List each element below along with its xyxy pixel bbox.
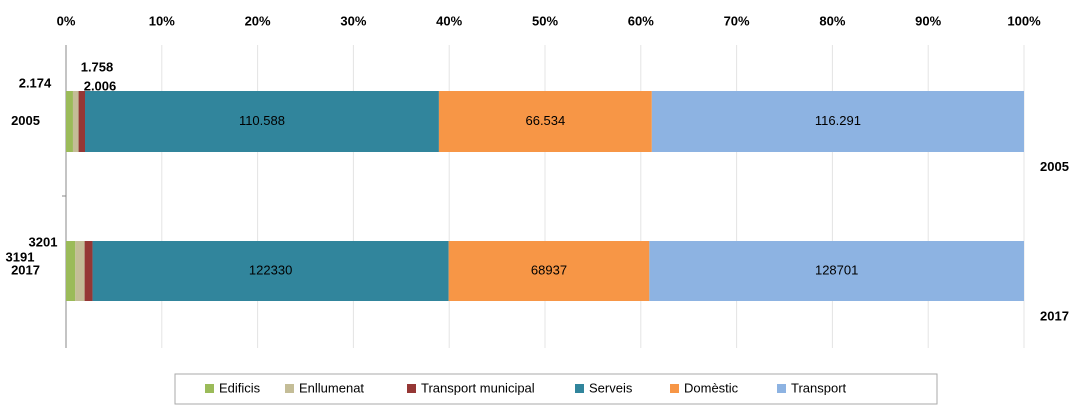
legend-label: Transport municipal xyxy=(421,380,535,395)
category-label: 2005 xyxy=(11,113,40,128)
x-tick-label: 20% xyxy=(245,13,271,28)
bar-segment xyxy=(85,91,439,152)
legend-swatch xyxy=(670,384,679,393)
legend-swatch xyxy=(407,384,416,393)
x-tick-label: 10% xyxy=(149,13,175,28)
legend-swatch xyxy=(285,384,294,393)
bar-segment xyxy=(649,241,1024,301)
legend-swatch xyxy=(777,384,786,393)
data-label: 2.174 xyxy=(19,75,52,90)
x-tick-label: 60% xyxy=(628,13,654,28)
category-label: 2005 xyxy=(1040,159,1069,174)
bar-segment xyxy=(448,241,650,301)
legend-swatch xyxy=(575,384,584,393)
data-label: 122330 xyxy=(249,262,292,277)
data-label: 66.534 xyxy=(525,113,565,128)
legend-label: Serveis xyxy=(589,380,633,395)
x-tick-label: 80% xyxy=(819,13,845,28)
x-tick-label: 0% xyxy=(57,13,76,28)
category-label: 2017 xyxy=(1040,308,1069,323)
bar-segment xyxy=(84,241,93,301)
bar-segment xyxy=(92,241,449,301)
legend-swatch xyxy=(205,384,214,393)
data-label: 3201 xyxy=(29,234,58,249)
bar-segment xyxy=(438,91,652,152)
category-label: 2017 xyxy=(11,262,40,277)
legend-label: Enllumenat xyxy=(299,380,364,395)
legend-label: Edificis xyxy=(219,380,261,395)
data-label: 110.588 xyxy=(239,113,285,128)
bar-segment xyxy=(651,91,1024,152)
x-tick-label: 40% xyxy=(436,13,462,28)
data-label: 1.758 xyxy=(81,59,114,74)
x-tick-label: 30% xyxy=(340,13,366,28)
bar-segment xyxy=(75,241,85,301)
data-label: 128701 xyxy=(815,262,858,277)
legend-label: Domèstic xyxy=(684,380,739,395)
bar-segment xyxy=(72,91,79,152)
bar-segment xyxy=(66,241,76,301)
x-tick-label: 90% xyxy=(915,13,941,28)
x-tick-label: 50% xyxy=(532,13,558,28)
data-label: 3191 xyxy=(6,249,35,264)
data-label: 116.291 xyxy=(815,113,861,128)
x-tick-label: 70% xyxy=(724,13,750,28)
legend-box xyxy=(174,373,938,405)
bar-segment xyxy=(66,91,73,152)
data-label: 68937 xyxy=(531,262,567,277)
x-tick-label: 100% xyxy=(1007,13,1041,28)
legend-label: Transport xyxy=(791,380,847,395)
bar-segment xyxy=(78,91,86,152)
data-label: 2.006 xyxy=(84,78,117,93)
